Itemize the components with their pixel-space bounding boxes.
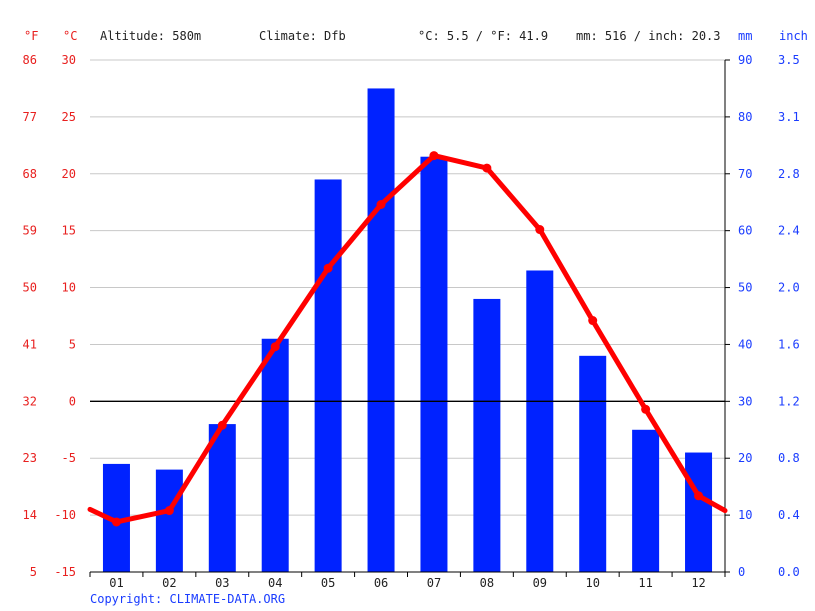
precip-bar-10: [579, 355, 607, 572]
temp-point-11: [641, 404, 651, 414]
mm-tick-label: 80: [738, 110, 752, 124]
f-unit-label: °F: [24, 29, 38, 43]
temp-point-08: [482, 163, 492, 173]
temp-point-09: [535, 225, 545, 235]
mm-tick-label: 10: [738, 508, 752, 522]
temp-point-03: [217, 420, 227, 430]
c-tick-label: 20: [62, 167, 76, 181]
mm-unit-label: mm: [738, 29, 752, 43]
temp-point-12: [694, 491, 704, 501]
f-tick-label: 5: [30, 565, 37, 579]
f-tick-label: 23: [23, 451, 37, 465]
inch-tick-label: 1.6: [778, 337, 800, 351]
altitude-label: Altitude: 580m: [100, 29, 201, 43]
x-tick-label-11: 11: [638, 576, 652, 590]
f-tick-label: 50: [23, 281, 37, 295]
x-tick-label-04: 04: [268, 576, 282, 590]
precipitation-bars: [102, 88, 713, 572]
precip-bar-07: [420, 156, 448, 572]
c-tick-label: -5: [62, 451, 76, 465]
mm-tick-label: 40: [738, 337, 752, 351]
f-tick-label: 14: [23, 508, 37, 522]
temp-point-04: [270, 342, 280, 352]
precip-total-label: mm: 516 / inch: 20.3: [576, 29, 721, 43]
precip-bar-04: [261, 338, 289, 572]
c-tick-label: -15: [54, 565, 76, 579]
x-tick-label-09: 09: [533, 576, 547, 590]
x-tick-label-10: 10: [585, 576, 599, 590]
temp-point-10: [588, 316, 598, 326]
copyright-text: Copyright: CLIMATE-DATA.ORG: [90, 592, 285, 606]
precip-bar-09: [526, 270, 554, 572]
c-tick-label: 30: [62, 53, 76, 67]
inch-tick-label: 2.0: [778, 281, 800, 295]
temperature-line: [87, 151, 728, 527]
precip-bar-03: [208, 424, 236, 572]
mm-tick-label: 30: [738, 394, 752, 408]
x-tick-label-07: 07: [427, 576, 441, 590]
mm-tick-label: 70: [738, 167, 752, 181]
x-tick-label-05: 05: [321, 576, 335, 590]
mm-tick-label: 0: [738, 565, 745, 579]
f-tick-label: 68: [23, 167, 37, 181]
x-tick-label-12: 12: [691, 576, 705, 590]
inch-tick-label: 0.4: [778, 508, 800, 522]
mm-tick-label: 50: [738, 281, 752, 295]
c-tick-label: 0: [69, 394, 76, 408]
climate-label: Climate: Dfb: [259, 29, 346, 43]
f-tick-label: 86: [23, 53, 37, 67]
axis-labels: 86 30 90 3.577 25 80 3.168 20 70 2.859 15 60 2.450 10…: [23, 53, 800, 590]
c-tick-label: 25: [62, 110, 76, 124]
inch-tick-label: 3.1: [778, 110, 800, 124]
precip-bar-08: [473, 298, 501, 572]
x-tick-label-08: 08: [480, 576, 494, 590]
temp-point-01: [111, 517, 121, 527]
temp-point-05: [323, 263, 333, 273]
f-tick-label: 77: [23, 110, 37, 124]
inch-tick-label: 0.0: [778, 565, 800, 579]
c-tick-label: 15: [62, 224, 76, 238]
inch-unit-label: inch: [779, 29, 808, 43]
inch-tick-label: 2.4: [778, 224, 800, 238]
f-tick-label: 32: [23, 394, 37, 408]
f-tick-label: 59: [23, 224, 37, 238]
temp-point-02: [164, 506, 174, 516]
temp-point-07: [429, 151, 439, 161]
precip-bar-02: [155, 469, 183, 572]
mm-tick-label: 60: [738, 224, 752, 238]
x-tick-label-06: 06: [374, 576, 388, 590]
inch-tick-label: 2.8: [778, 167, 800, 181]
precip-bar-11: [632, 429, 660, 572]
x-tick-label-01: 01: [109, 576, 123, 590]
mm-tick-label: 20: [738, 451, 752, 465]
temperature-polyline: [87, 153, 728, 525]
x-tick-label-02: 02: [162, 576, 176, 590]
c-tick-label: 10: [62, 281, 76, 295]
temp-avg-label: °C: 5.5 / °F: 41.9: [418, 29, 548, 43]
f-tick-label: 41: [23, 337, 37, 351]
inch-tick-label: 0.8: [778, 451, 800, 465]
precip-bar-06: [367, 88, 395, 572]
mm-tick-label: 90: [738, 53, 752, 67]
inch-tick-label: 3.5: [778, 53, 800, 67]
temp-point-06: [376, 199, 386, 209]
x-tick-label-03: 03: [215, 576, 229, 590]
precip-bar-05: [314, 179, 342, 572]
c-unit-label: °C: [63, 29, 77, 43]
c-tick-label: -10: [54, 508, 76, 522]
inch-tick-label: 1.2: [778, 394, 800, 408]
precip-bar-12: [685, 452, 713, 572]
c-tick-label: 5: [69, 337, 76, 351]
